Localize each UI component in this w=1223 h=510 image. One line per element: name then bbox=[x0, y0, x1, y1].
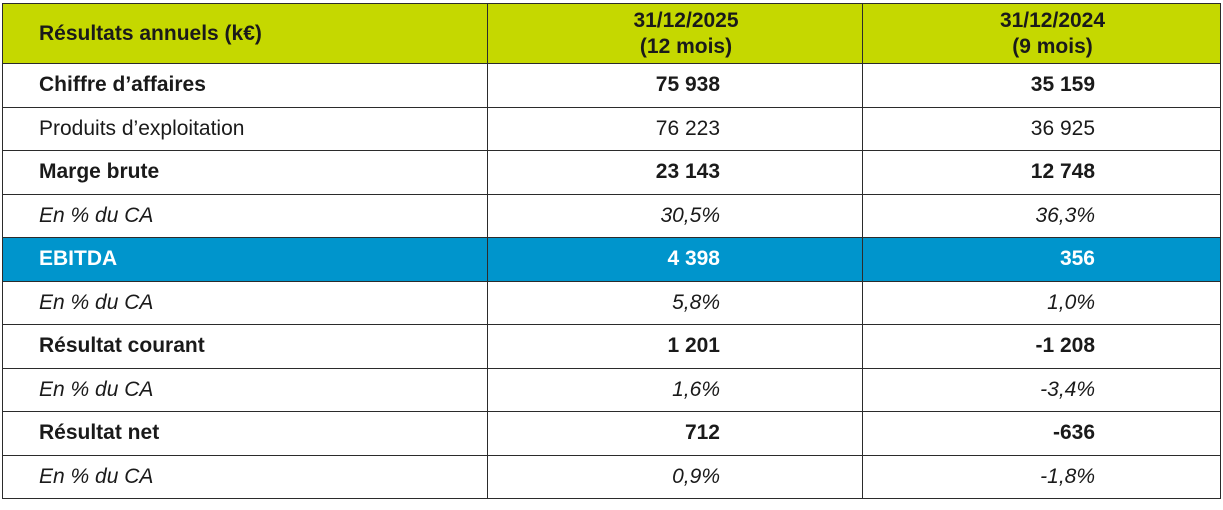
value-2025: 1,6% bbox=[487, 367, 863, 412]
value-2025: 5,8% bbox=[487, 280, 863, 325]
header-2025-date: 31/12/2025 bbox=[633, 8, 739, 32]
header-2025-period: (12 mois) bbox=[639, 34, 733, 58]
row-ebitda-percent: En % du CA 5,8% 1,0% bbox=[2, 280, 1221, 325]
value-2024: 12 748 bbox=[862, 150, 1221, 195]
row-produits-exploitation: Produits d’exploitation 76 223 36 925 bbox=[2, 106, 1221, 151]
value-2025: 75 938 bbox=[487, 63, 863, 108]
annual-results-table: Résultats annuels (k€) 31/12/2025 (12 mo… bbox=[2, 3, 1221, 499]
value-2025: 30,5% bbox=[487, 193, 863, 238]
row-label: EBITDA bbox=[2, 237, 488, 282]
value-2025: 0,9% bbox=[487, 454, 863, 499]
row-resultat-net: Résultat net 712 -636 bbox=[2, 411, 1221, 456]
row-label: En % du CA bbox=[2, 280, 488, 325]
value-2024: 1,0% bbox=[862, 280, 1221, 325]
value-2025: 4 398 bbox=[487, 237, 863, 282]
header-2025: 31/12/2025 (12 mois) bbox=[487, 3, 863, 64]
value-2024: -1 208 bbox=[862, 324, 1221, 369]
row-resultat-courant-percent: En % du CA 1,6% -3,4% bbox=[2, 367, 1221, 412]
value-2024: 36 925 bbox=[862, 106, 1221, 151]
row-label: Résultat net bbox=[2, 411, 488, 456]
row-label: Produits d’exploitation bbox=[2, 106, 488, 151]
row-chiffre-affaires: Chiffre d’affaires 75 938 35 159 bbox=[2, 63, 1221, 108]
header-label: Résultats annuels (k€) bbox=[2, 3, 488, 64]
row-resultat-courant: Résultat courant 1 201 -1 208 bbox=[2, 324, 1221, 369]
row-label: Marge brute bbox=[2, 150, 488, 195]
value-2024: 36,3% bbox=[862, 193, 1221, 238]
row-label: En % du CA bbox=[2, 454, 488, 499]
table-header-row: Résultats annuels (k€) 31/12/2025 (12 mo… bbox=[2, 3, 1221, 64]
value-2024: -636 bbox=[862, 411, 1221, 456]
value-2025: 76 223 bbox=[487, 106, 863, 151]
row-marge-brute: Marge brute 23 143 12 748 bbox=[2, 150, 1221, 195]
value-2024: -3,4% bbox=[862, 367, 1221, 412]
header-2024: 31/12/2024 (9 mois) bbox=[862, 3, 1221, 64]
value-2025: 1 201 bbox=[487, 324, 863, 369]
row-ebitda: EBITDA 4 398 356 bbox=[2, 237, 1221, 282]
value-2024: 35 159 bbox=[862, 63, 1221, 108]
row-label: En % du CA bbox=[2, 193, 488, 238]
value-2025: 712 bbox=[487, 411, 863, 456]
row-label: En % du CA bbox=[2, 367, 488, 412]
header-2024-date: 31/12/2024 bbox=[999, 8, 1106, 32]
row-marge-brute-percent: En % du CA 30,5% 36,3% bbox=[2, 193, 1221, 238]
row-resultat-net-percent: En % du CA 0,9% -1,8% bbox=[2, 454, 1221, 499]
value-2024: -1,8% bbox=[862, 454, 1221, 499]
value-2024: 356 bbox=[862, 237, 1221, 282]
value-2025: 23 143 bbox=[487, 150, 863, 195]
row-label: Résultat courant bbox=[2, 324, 488, 369]
header-2024-period: (9 mois) bbox=[1012, 34, 1093, 58]
row-label: Chiffre d’affaires bbox=[2, 63, 488, 108]
